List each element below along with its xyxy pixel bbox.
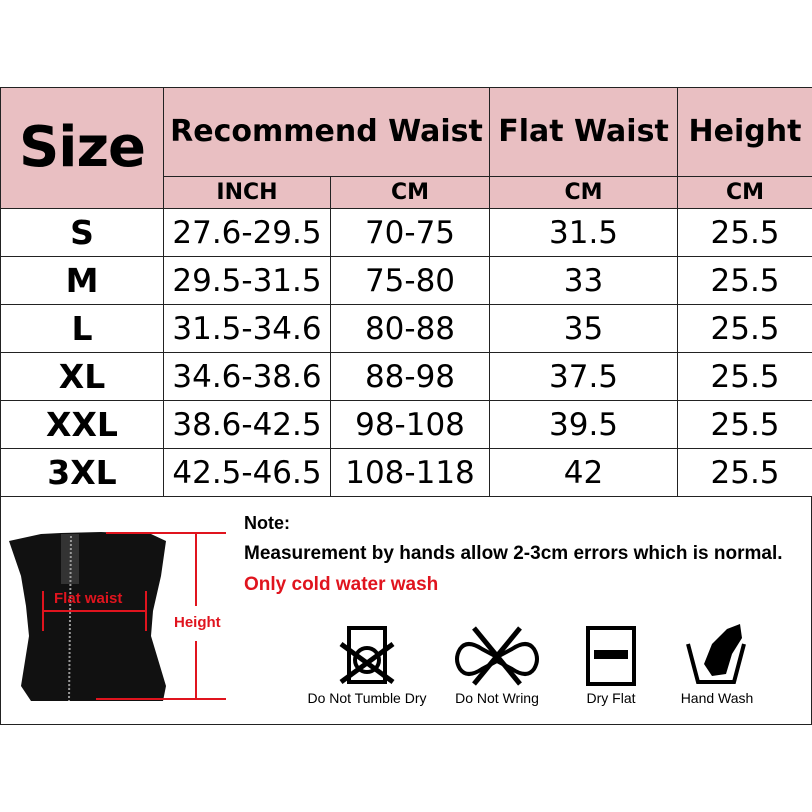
care-dry-flat: Dry Flat (551, 624, 671, 706)
size-cell: XXL (0, 400, 164, 449)
waist-inch-cell: 38.6-42.5 (163, 400, 331, 449)
height-cell: 25.5 (677, 400, 812, 449)
table-row: 3XL 42.5-46.5 108-118 42 25.5 (0, 448, 812, 497)
table-row: L 31.5-34.6 80-88 35 25.5 (0, 304, 812, 353)
height-cell: 25.5 (677, 448, 812, 497)
care-label: Dry Flat (586, 690, 636, 706)
flat-waist-cell: 31.5 (489, 208, 679, 257)
waist-inch-cell: 29.5-31.5 (163, 256, 331, 305)
unit-cm: CM (329, 176, 491, 209)
flat-waist-cell: 35 (489, 304, 679, 353)
unit-cm: CM (677, 176, 812, 209)
waist-inch-cell: 31.5-34.6 (163, 304, 331, 353)
waist-cm-cell: 88-98 (329, 352, 491, 401)
size-cell: M (0, 256, 164, 305)
table-row: XL 34.6-38.6 88-98 37.5 25.5 (0, 352, 812, 401)
waist-cm-cell: 98-108 (329, 400, 491, 449)
waist-cm-cell: 80-88 (329, 304, 491, 353)
size-table: Size Recommend Waist Flat Waist Height I… (0, 87, 812, 497)
flat-waist-cell: 33 (489, 256, 679, 305)
size-cell: 3XL (0, 448, 164, 497)
recommend-waist-header: Recommend Waist (162, 87, 491, 177)
table-row: XXL 38.6-42.5 98-108 39.5 25.5 (0, 400, 812, 449)
note-title: Note: (244, 513, 290, 533)
waist-cm-cell: 70-75 (329, 208, 491, 257)
size-header: Size (0, 87, 164, 209)
unit-cm: CM (489, 176, 679, 209)
waist-inch-cell: 42.5-46.5 (163, 448, 331, 497)
unit-inch: INCH (163, 176, 331, 209)
care-label: Hand Wash (680, 690, 754, 706)
care-do-not-wring: Do Not Wring (437, 624, 557, 706)
dry-flat-icon (586, 626, 636, 686)
note-wash: Only cold water wash (244, 574, 439, 595)
flat-waist-cell: 42 (489, 448, 679, 497)
table-row: M 29.5-31.5 75-80 33 25.5 (0, 256, 812, 305)
height-cell: 25.5 (677, 256, 812, 305)
height-header: Height (677, 87, 812, 177)
height-cell: 25.5 (677, 208, 812, 257)
height-cell: 25.5 (677, 304, 812, 353)
do-not-wring-icon (455, 626, 539, 686)
info-panel: Flat waist Height Note: Measurement by h… (0, 496, 812, 725)
height-label: Height (174, 614, 221, 631)
waist-inch-cell: 27.6-29.5 (163, 208, 331, 257)
size-cell: XL (0, 352, 164, 401)
table-row: S 27.6-29.5 70-75 31.5 25.5 (0, 208, 812, 257)
waist-trainer-figure (9, 532, 226, 702)
waist-cm-cell: 75-80 (329, 256, 491, 305)
waist-cm-cell: 108-118 (329, 448, 491, 497)
flat-waist-label: Flat waist (54, 590, 123, 607)
do-not-tumble-dry-icon (339, 626, 395, 685)
size-cell: S (0, 208, 164, 257)
waist-inch-cell: 34.6-38.6 (163, 352, 331, 401)
note-measurement: Measurement by hands allow 2-3cm errors … (244, 543, 783, 564)
hand-wash-icon (686, 624, 746, 684)
care-label: Do Not Tumble Dry (307, 690, 427, 706)
care-do-not-tumble-dry: Do Not Tumble Dry (307, 624, 427, 706)
flat-waist-cell: 37.5 (489, 352, 679, 401)
size-cell: L (0, 304, 164, 353)
flat-waist-cell: 39.5 (489, 400, 679, 449)
care-hand-wash: Hand Wash (657, 624, 777, 706)
flat-waist-header: Flat Waist (489, 87, 679, 177)
height-cell: 25.5 (677, 352, 812, 401)
care-label: Do Not Wring (455, 690, 539, 706)
